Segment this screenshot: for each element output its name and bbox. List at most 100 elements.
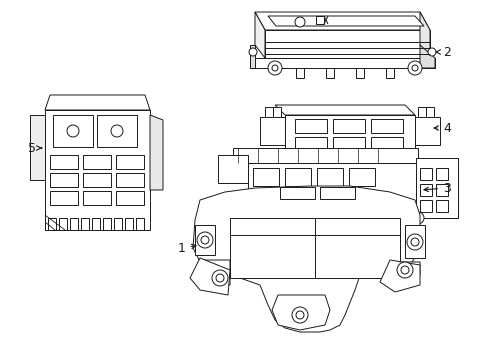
Polygon shape <box>285 190 311 208</box>
Polygon shape <box>83 173 111 187</box>
Circle shape <box>408 61 422 75</box>
Polygon shape <box>420 184 432 196</box>
Polygon shape <box>125 218 133 230</box>
Polygon shape <box>195 260 230 285</box>
Polygon shape <box>371 137 403 151</box>
Circle shape <box>397 262 413 278</box>
Polygon shape <box>253 168 279 186</box>
Polygon shape <box>150 115 163 190</box>
Text: 5: 5 <box>28 141 42 154</box>
Circle shape <box>342 212 354 224</box>
Polygon shape <box>116 155 144 169</box>
Polygon shape <box>260 117 285 145</box>
Polygon shape <box>280 187 315 199</box>
Polygon shape <box>53 115 93 147</box>
Circle shape <box>411 238 419 246</box>
Polygon shape <box>323 160 343 170</box>
Polygon shape <box>273 107 281 117</box>
Text: 2: 2 <box>436 45 451 58</box>
Polygon shape <box>218 155 248 183</box>
Polygon shape <box>255 12 430 30</box>
Text: 3: 3 <box>424 181 451 194</box>
Circle shape <box>268 61 282 75</box>
Circle shape <box>272 212 284 224</box>
Circle shape <box>212 270 228 286</box>
Circle shape <box>197 232 213 248</box>
Polygon shape <box>50 173 78 187</box>
Polygon shape <box>415 117 440 145</box>
Polygon shape <box>386 68 394 78</box>
Polygon shape <box>114 218 122 230</box>
Text: 1: 1 <box>178 242 196 255</box>
Circle shape <box>428 48 436 56</box>
Polygon shape <box>426 107 434 117</box>
Polygon shape <box>268 16 424 26</box>
Polygon shape <box>317 168 343 186</box>
Polygon shape <box>420 12 430 58</box>
Polygon shape <box>116 191 144 205</box>
Polygon shape <box>371 119 403 133</box>
Polygon shape <box>265 107 273 117</box>
Circle shape <box>296 311 304 319</box>
Circle shape <box>249 48 257 56</box>
Polygon shape <box>416 158 458 218</box>
Polygon shape <box>250 58 435 68</box>
Polygon shape <box>272 295 330 330</box>
Polygon shape <box>190 258 230 295</box>
Polygon shape <box>97 115 137 147</box>
Polygon shape <box>356 68 364 78</box>
Polygon shape <box>333 137 365 151</box>
Polygon shape <box>248 163 458 218</box>
Circle shape <box>111 125 123 137</box>
Polygon shape <box>45 95 150 110</box>
Polygon shape <box>50 191 78 205</box>
Polygon shape <box>349 168 375 186</box>
Polygon shape <box>436 184 448 196</box>
Circle shape <box>401 266 409 274</box>
Polygon shape <box>390 262 420 280</box>
Circle shape <box>272 65 278 71</box>
Polygon shape <box>253 190 279 208</box>
Polygon shape <box>380 260 420 292</box>
Circle shape <box>292 307 308 323</box>
Circle shape <box>295 17 305 27</box>
Polygon shape <box>349 190 375 208</box>
Polygon shape <box>92 218 100 230</box>
Polygon shape <box>83 191 111 205</box>
Polygon shape <box>295 137 327 151</box>
Polygon shape <box>436 168 448 180</box>
Polygon shape <box>70 218 78 230</box>
Polygon shape <box>383 160 403 170</box>
Polygon shape <box>405 225 425 258</box>
Polygon shape <box>316 16 324 24</box>
Polygon shape <box>420 168 432 180</box>
Circle shape <box>201 236 209 244</box>
Polygon shape <box>265 30 430 58</box>
Polygon shape <box>285 115 415 160</box>
Polygon shape <box>83 155 111 169</box>
Polygon shape <box>59 218 67 230</box>
Polygon shape <box>275 105 415 115</box>
Circle shape <box>407 234 423 250</box>
Polygon shape <box>317 190 343 208</box>
Polygon shape <box>255 12 265 58</box>
Polygon shape <box>193 186 420 332</box>
Polygon shape <box>436 200 448 212</box>
Polygon shape <box>30 115 45 180</box>
Polygon shape <box>48 218 56 230</box>
Circle shape <box>412 65 418 71</box>
Polygon shape <box>285 168 311 186</box>
Polygon shape <box>103 218 111 230</box>
Polygon shape <box>45 110 150 230</box>
Polygon shape <box>333 119 365 133</box>
Polygon shape <box>296 68 304 78</box>
Polygon shape <box>250 45 255 68</box>
Polygon shape <box>293 160 313 170</box>
Polygon shape <box>420 45 435 68</box>
Polygon shape <box>116 173 144 187</box>
Polygon shape <box>326 68 334 78</box>
Polygon shape <box>353 160 373 170</box>
Polygon shape <box>233 148 418 163</box>
Polygon shape <box>50 155 78 169</box>
Circle shape <box>412 212 424 224</box>
